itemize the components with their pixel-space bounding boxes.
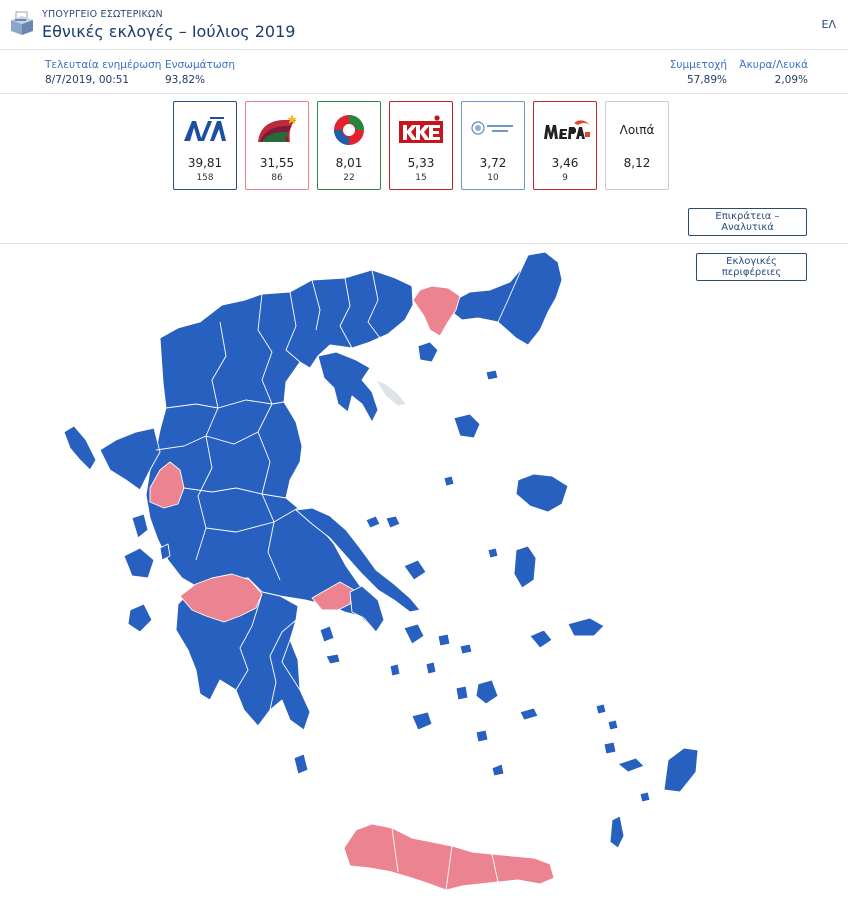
party-pct: 8,01 xyxy=(335,156,363,170)
region-zakynthos[interactable] xyxy=(127,603,153,633)
region-tilos[interactable] xyxy=(639,791,651,803)
party-card-elliniki-lysi[interactable]: 3,72 10 xyxy=(461,101,525,190)
last-update-value: 8/7/2019, 00:51 xyxy=(45,74,130,86)
turnout-value: 57,89% xyxy=(686,74,727,86)
region-kalymnos[interactable] xyxy=(603,741,617,755)
region-hydra[interactable] xyxy=(325,653,341,665)
region-ios[interactable] xyxy=(475,729,489,743)
region-lefkada[interactable] xyxy=(131,513,149,539)
region-chalkidiki[interactable] xyxy=(317,351,379,423)
region-ithaca[interactable] xyxy=(159,543,171,561)
region-evros[interactable] xyxy=(451,251,563,346)
region-thesprotia[interactable] xyxy=(99,427,161,491)
region-mount-athos xyxy=(375,379,407,407)
party-card-mera25[interactable]: 3,46 9 xyxy=(533,101,597,190)
party-card-kinal[interactable]: 8,01 22 xyxy=(317,101,381,190)
others-label: Λοιπά xyxy=(619,123,655,137)
elliniki-lysi-logo-icon xyxy=(462,108,524,152)
party-card-kke[interactable]: 5,33 15 xyxy=(389,101,453,190)
analytics-button[interactable]: Επικράτεια – Αναλυτικά xyxy=(688,208,807,236)
kinal-logo-icon xyxy=(318,108,380,152)
region-kea[interactable] xyxy=(389,663,401,677)
region-aegina[interactable] xyxy=(319,625,335,643)
integration-label: Ενσωμάτωση xyxy=(165,59,235,71)
region-lemnos[interactable] xyxy=(453,413,481,439)
party-card-syriza[interactable]: 31,55 86 xyxy=(245,101,309,190)
regions-button[interactable]: Εκλογικές περιφέρειες xyxy=(696,253,807,281)
party-card-nd[interactable]: 39,81 158 xyxy=(173,101,237,190)
region-milos[interactable] xyxy=(411,711,433,731)
region-samothrace[interactable] xyxy=(485,369,499,381)
region-kos[interactable] xyxy=(617,757,645,773)
region-leros[interactable] xyxy=(607,719,619,731)
integration-value: 93,82% xyxy=(165,74,206,86)
last-update-label: Τελευταία ενημέρωση xyxy=(45,59,162,71)
region-andros[interactable] xyxy=(403,623,425,645)
mera25-logo-icon xyxy=(534,108,596,152)
invalid-value: 2,09% xyxy=(774,74,808,86)
region-skopelos[interactable] xyxy=(385,515,401,529)
region-skyros[interactable] xyxy=(403,559,427,581)
region-lesvos[interactable] xyxy=(515,473,569,513)
turnout: Συμμετοχή 57,89% xyxy=(670,58,727,88)
region-tinos[interactable] xyxy=(437,633,451,647)
ministry-label: ΥΠΟΥΡΓΕΙΟ ΕΣΩΤΕΡΙΚΩΝ xyxy=(42,9,163,20)
nd-logo-icon xyxy=(174,108,236,152)
page-title: Εθνικές εκλογές – Ιούλιος 2019 xyxy=(42,22,296,41)
region-mykonos[interactable] xyxy=(459,643,473,655)
party-pct: 3,72 xyxy=(479,156,507,170)
party-pct: 5,33 xyxy=(407,156,435,170)
invalid-label: Άκυρα/Λευκά xyxy=(739,59,808,71)
ballot-box-icon xyxy=(11,11,33,35)
region-paros[interactable] xyxy=(455,685,469,701)
syriza-logo-icon xyxy=(246,108,308,152)
region-evia[interactable] xyxy=(295,507,421,613)
region-agios-efstratios[interactable] xyxy=(443,475,455,487)
info-bar: Τελευταία ενημέρωση 8/7/2019, 00:51 Ενσω… xyxy=(0,50,848,94)
greece-results-map[interactable] xyxy=(0,245,848,911)
region-achaia[interactable] xyxy=(179,573,263,623)
region-xanthi[interactable] xyxy=(412,285,461,337)
language-switch[interactable]: ΕΛ xyxy=(821,18,836,31)
integration: Ενσωμάτωση 93,82% xyxy=(165,58,235,88)
region-syros[interactable] xyxy=(425,661,437,675)
region-borders xyxy=(155,267,523,891)
last-update: Τελευταία ενημέρωση 8/7/2019, 00:51 xyxy=(45,58,161,88)
kke-logo-icon xyxy=(390,108,452,152)
region-santorini[interactable] xyxy=(491,763,505,777)
region-kythira[interactable] xyxy=(293,753,309,775)
region-rhodes[interactable] xyxy=(663,747,699,793)
region-patmos[interactable] xyxy=(595,703,607,715)
region-amorgos[interactable] xyxy=(519,707,539,721)
region-psara[interactable] xyxy=(487,547,499,559)
divider xyxy=(0,243,848,244)
party-seats: 9 xyxy=(562,173,568,183)
region-east-attica[interactable] xyxy=(349,585,385,633)
party-pct: 31,55 xyxy=(259,156,295,170)
region-naxos[interactable] xyxy=(475,679,499,705)
header: ΥΠΟΥΡΓΕΙΟ ΕΣΩΤΕΡΙΚΩΝ Εθνικές εκλογές – Ι… xyxy=(0,0,848,50)
region-karpathos[interactable] xyxy=(609,815,625,849)
party-pct: 39,81 xyxy=(187,156,223,170)
party-seats: 10 xyxy=(487,173,499,183)
region-ikaria[interactable] xyxy=(529,629,553,649)
region-skiathos[interactable] xyxy=(365,515,381,529)
party-card-others[interactable]: Λοιπά 8,12 xyxy=(605,101,669,190)
region-crete[interactable] xyxy=(343,823,555,891)
region-samos[interactable] xyxy=(567,617,605,637)
party-pct: 3,46 xyxy=(551,156,579,170)
region-kefalonia[interactable] xyxy=(123,547,155,579)
party-seats: 22 xyxy=(343,173,355,183)
region-chios[interactable] xyxy=(513,545,537,589)
invalid-blank: Άκυρα/Λευκά 2,09% xyxy=(739,58,808,88)
party-pct: 8,12 xyxy=(623,156,651,170)
others-label-box: Λοιπά xyxy=(606,108,668,152)
party-seats: 86 xyxy=(271,173,283,183)
region-corfu[interactable] xyxy=(63,425,97,471)
turnout-label: Συμμετοχή xyxy=(669,59,727,71)
party-seats: 15 xyxy=(415,173,427,183)
region-thasos[interactable] xyxy=(417,341,439,363)
party-seats: 158 xyxy=(196,173,214,183)
